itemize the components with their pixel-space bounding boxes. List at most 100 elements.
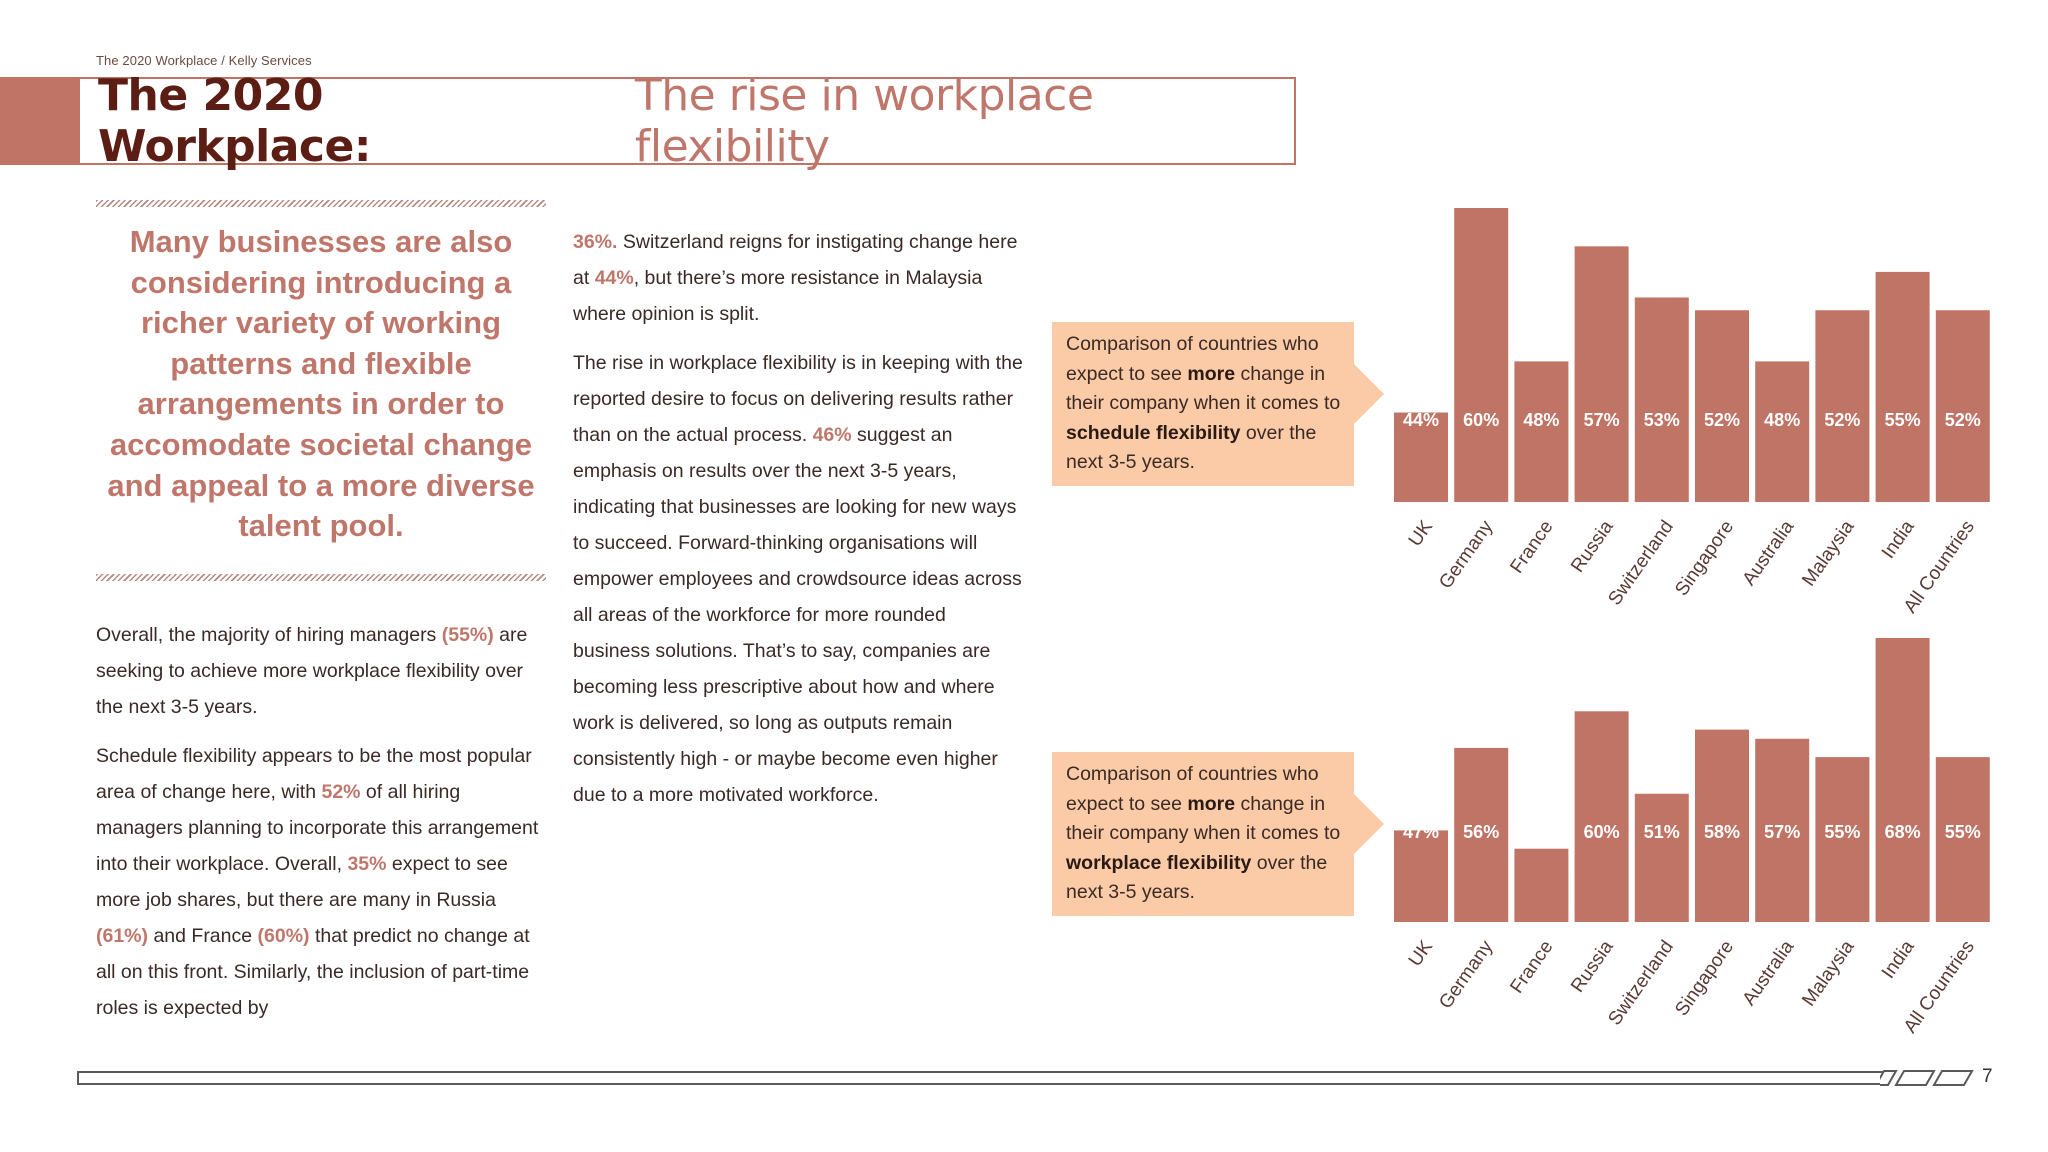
- bar-value-label: 48%: [1764, 410, 1800, 430]
- chart-2: 47% UK 56% Germany 45% France 60% Russia 51% Swit…: [1394, 638, 1990, 1037]
- bar-value-label: 47%: [1403, 822, 1439, 842]
- bar-value-label: 57%: [1764, 822, 1800, 842]
- page-title: The 2020 Workplace:: [98, 70, 371, 172]
- bold-text: more: [1187, 362, 1236, 385]
- page-title-box: The 2020 Workplace: The rise in workplac…: [78, 70, 1296, 172]
- bar-value-label: 44%: [1403, 410, 1439, 430]
- category-label: Germany: [1435, 516, 1497, 592]
- category-label: Switzerland: [1604, 517, 1678, 610]
- bar-value-label: 60%: [1463, 410, 1499, 430]
- bar-uk: [1394, 412, 1448, 502]
- text-run: Comparison of countries who expect to se…: [1066, 333, 1319, 385]
- bar-switzerland: [1634, 793, 1689, 922]
- bold-text: more: [1187, 792, 1236, 815]
- chart-1: 44% UK 60% Germany 48% France 57% Russia 53% Swit…: [1394, 208, 1990, 617]
- bar-value-label: 48%: [1523, 410, 1559, 430]
- bar-germany: [1454, 747, 1509, 922]
- category-label: Australia: [1739, 516, 1799, 589]
- category-label: India: [1878, 936, 1919, 982]
- bar-india: [1875, 271, 1930, 502]
- text-run: over the next 3-5 years.: [1066, 421, 1317, 474]
- highlight-stat: 44%: [594, 267, 634, 289]
- bar-australia: [1755, 738, 1810, 922]
- quote-divider-top: [96, 200, 546, 207]
- category-label: Malaysia: [1798, 936, 1858, 1010]
- pull-quote: Many businesses are also considering int…: [107, 224, 535, 544]
- bar-malaysia: [1815, 310, 1870, 502]
- bar-malaysia: [1815, 757, 1870, 922]
- category-label: Switzerland: [1604, 937, 1678, 1030]
- bar-value-label: 57%: [1584, 410, 1620, 430]
- bar-uk: [1394, 830, 1448, 922]
- category-label: India: [1878, 516, 1919, 562]
- page-number: 7: [1982, 1066, 1993, 1087]
- category-label: Malaysia: [1798, 516, 1858, 590]
- bold-text: workplace flexibility: [1066, 851, 1252, 874]
- bar-value-label: 55%: [1945, 822, 1981, 842]
- bar-value-label: 53%: [1644, 410, 1680, 430]
- bar-value-label: 58%: [1704, 822, 1740, 842]
- text-run: Switzerland reigns for instigating chang…: [573, 231, 1018, 289]
- bar-value-label: 68%: [1885, 822, 1921, 842]
- text-run: and France: [148, 925, 258, 947]
- category-label: Germany: [1435, 936, 1497, 1012]
- text-run: change in their company when it comes to: [1066, 792, 1341, 845]
- bar-russia: [1574, 246, 1629, 502]
- bar-value-label: 51%: [1644, 822, 1680, 842]
- text-run: Schedule flexibility appears to be the m…: [96, 745, 532, 803]
- text-run: of all hiring managers planning to incor…: [96, 781, 539, 875]
- bar-value-label: 55%: [1824, 822, 1860, 842]
- bold-text: schedule flexibility: [1066, 421, 1241, 444]
- bar-singapore: [1695, 729, 1749, 922]
- bar-singapore: [1695, 310, 1749, 502]
- bar-all-countries: [1935, 310, 1990, 502]
- footer-rule: [77, 1071, 1887, 1085]
- bar-value-label: 55%: [1885, 410, 1921, 430]
- breadcrumb: The 2020 Workplace / Kelly Services: [96, 53, 312, 68]
- highlight-stat: 35%: [347, 853, 387, 875]
- highlight-stat: 52%: [321, 781, 361, 803]
- category-label: Australia: [1739, 936, 1799, 1009]
- callout-schedule-flexibility: Comparison of countries who expect to se…: [1052, 322, 1354, 486]
- page-subtitle: The rise in workplace flexibility: [634, 70, 1094, 172]
- footer-decoration: [1880, 1070, 1974, 1086]
- bar-india: [1875, 638, 1930, 922]
- category-label: UK: [1405, 517, 1438, 551]
- callout-arrow: [1354, 364, 1384, 424]
- text-run: suggest an emphasis on results over the …: [573, 424, 1022, 806]
- text-run: change in their company when it comes to: [1066, 362, 1341, 415]
- bar-value-label: 52%: [1945, 410, 1981, 430]
- callout-arrow: [1354, 794, 1384, 854]
- bar-all-countries: [1935, 757, 1990, 922]
- category-label: Russia: [1567, 516, 1618, 576]
- category-label: France: [1506, 517, 1557, 577]
- highlight-stat: (61%): [96, 925, 149, 947]
- left-text-column: Overall, the majority of hiring managers…: [96, 617, 546, 1039]
- text-run: that predict no change at all on this fr…: [96, 925, 530, 1019]
- highlight-stat: 36%.: [573, 231, 618, 253]
- paragraph: The rise in workplace flexibility is in …: [573, 345, 1023, 813]
- category-label: All Countries: [1900, 517, 1979, 617]
- bar-value-label: 56%: [1463, 822, 1499, 842]
- text-run: are seeking to achieve more workplace fl…: [96, 624, 528, 718]
- callout-workplace-flexibility: Comparison of countries who expect to se…: [1052, 752, 1354, 916]
- text-run: over the next 3-5 years.: [1066, 851, 1328, 904]
- bar-france: [1514, 361, 1569, 502]
- text-run: Comparison of countries who expect to se…: [1066, 763, 1319, 815]
- middle-text-column: 36%. Switzerland reigns for instigating …: [573, 224, 1023, 826]
- quote-divider-bottom: [96, 574, 546, 581]
- highlight-stat: (60%): [257, 925, 310, 947]
- bar-russia: [1574, 711, 1629, 922]
- bar-germany: [1454, 208, 1509, 502]
- bar-switzerland: [1634, 297, 1689, 502]
- bar-value-label: 45%: [1523, 822, 1559, 842]
- category-label: Singapore: [1671, 517, 1738, 600]
- bar-value-label: 60%: [1584, 822, 1620, 842]
- category-label: UK: [1405, 937, 1438, 971]
- highlight-stat: (55%): [441, 624, 494, 646]
- bar-value-label: 52%: [1704, 410, 1740, 430]
- text-run: Overall, the majority of hiring managers: [96, 624, 442, 646]
- paragraph: Schedule flexibility appears to be the m…: [96, 738, 546, 1026]
- text-run: expect to see more job shares, but there…: [96, 853, 508, 911]
- bar-australia: [1755, 361, 1810, 502]
